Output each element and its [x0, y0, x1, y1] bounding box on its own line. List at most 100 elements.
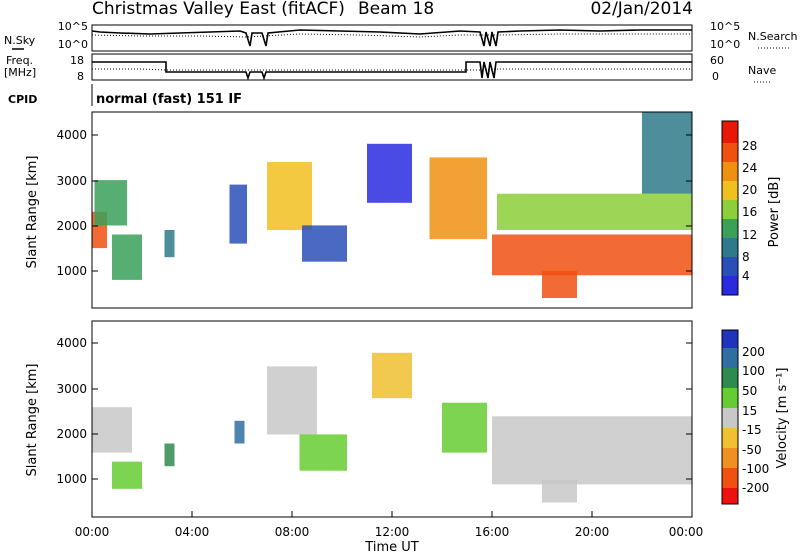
velocity-colorbar: 200 100 50 15 -15 -50 -100 -200 Velocity…	[721, 329, 790, 505]
velocity-echo-region-10	[542, 479, 577, 503]
power-cb-seg-9	[722, 121, 738, 143]
power-ytick-4000: 4000	[56, 128, 87, 142]
velocity-cb-tick-neg200: -200	[742, 481, 769, 495]
nave-tick-bottom: 0	[712, 70, 719, 83]
nsky-trace	[91, 29, 692, 47]
power-cb-tick-8: 8	[742, 250, 750, 264]
xlabel: Time UT	[364, 540, 418, 554]
power-cb-seg-1	[722, 276, 738, 295]
noise-tick-right-top: 10^5	[710, 20, 740, 33]
velocity-cb-seg-8	[722, 468, 738, 488]
velocity-echo-region-1	[92, 407, 132, 453]
power-ylabel: Slant Range [km]	[25, 156, 40, 269]
power-y-axis: 1000 2000 3000 4000 Slant Range [km]	[25, 128, 692, 278]
nave-tick-top: 60	[710, 54, 724, 67]
freq-label-line1: Freq.	[6, 54, 33, 67]
velocity-cb-seg-1	[722, 330, 738, 348]
noise-tick-left-bottom: 10^0	[58, 38, 88, 51]
velocity-echo-region-8	[442, 402, 487, 453]
freq-label-line2: [MHz]	[4, 66, 36, 79]
power-cb-seg-6	[722, 181, 738, 200]
power-echo-region-10	[492, 234, 692, 276]
xtick-1600: 16:00	[475, 525, 510, 539]
nsearch-trace	[91, 33, 692, 38]
velocity-cb-seg-6	[722, 428, 738, 448]
power-echo-region-4	[164, 230, 175, 258]
velocity-ytick-1000: 1000	[56, 472, 87, 486]
velocity-cb-seg-4	[722, 388, 738, 408]
velocity-cb-seg-3	[722, 368, 738, 388]
mode-label: normal (fast) 151 IF	[96, 92, 242, 107]
power-echo-region-12	[497, 193, 692, 230]
power-cb-label: Power [dB]	[767, 177, 782, 248]
power-cb-tick-16: 16	[742, 205, 757, 219]
power-cb-seg-8	[722, 143, 738, 162]
velocity-ytick-3000: 3000	[56, 382, 87, 396]
velocity-echo-region-7	[372, 352, 412, 399]
power-echo-region-9	[429, 157, 487, 240]
power-cb-seg-3	[722, 238, 738, 257]
freq-tick-top: 18	[70, 54, 84, 67]
beam-label: Beam 18	[358, 0, 434, 19]
velocity-ytick-4000: 4000	[56, 336, 87, 350]
velocity-echo-region-2	[112, 461, 142, 489]
xtick-2400: 00:00	[669, 525, 704, 539]
power-ytick-1000: 1000	[56, 264, 87, 278]
velocity-panel: 1000 2000 3000 4000 Slant Range [km] 00:…	[25, 320, 790, 555]
power-panel: 1000 2000 3000 4000 Slant Range [km] 4 8…	[25, 111, 782, 309]
velocity-y-axis: 1000 2000 3000 4000 Slant Range [km]	[25, 336, 692, 486]
freq-strip: Freq. [MHz] 18 8 60 0 Nave	[4, 53, 776, 83]
nsky-label: N.Sky	[4, 34, 36, 47]
velocity-cb-seg-7	[722, 448, 738, 468]
date-label: 02/Jan/2014	[590, 0, 693, 19]
velocity-cb-tick-100: 100	[742, 364, 765, 378]
power-echo-region-5	[229, 184, 247, 244]
velocity-x-axis: 00:00 04:00 08:00 12:00 16:00 20:00 00:0…	[75, 511, 704, 555]
velocity-cb-tick-neg50: -50	[742, 443, 762, 457]
velocity-echo-region-3	[164, 443, 175, 467]
noise-tick-left-top: 10^5	[58, 20, 88, 33]
power-echo-region-7	[302, 225, 347, 262]
power-echo-region-2	[94, 180, 127, 226]
power-echoes	[92, 112, 692, 298]
power-cb-seg-7	[722, 162, 738, 181]
power-cb-tick-4: 4	[742, 269, 750, 283]
velocity-cb-tick-neg100: -100	[742, 462, 769, 476]
velocity-echo-region-6	[299, 434, 347, 471]
velocity-cb-seg-5	[722, 408, 738, 428]
power-cb-seg-4	[722, 219, 738, 238]
nave-label: Nave	[748, 64, 776, 77]
velocity-echo-region-5	[267, 366, 317, 435]
velocity-ytick-2000: 2000	[56, 427, 87, 441]
xtick-0000: 00:00	[75, 525, 110, 539]
power-cb-tick-20: 20	[742, 183, 757, 197]
station-title: Christmas Valley East (fitACF)	[92, 0, 345, 19]
velocity-cb-tick-50: 50	[742, 384, 757, 398]
xtick-0800: 08:00	[275, 525, 310, 539]
power-cb-tick-28: 28	[742, 139, 757, 153]
power-ytick-3000: 3000	[56, 174, 87, 188]
power-echo-region-13	[642, 112, 692, 194]
velocity-cb-seg-2	[722, 348, 738, 368]
power-cb-seg-5	[722, 200, 738, 219]
velocity-cb-tick-15: 15	[742, 404, 757, 418]
cpid-label: CPID	[8, 93, 37, 106]
power-colorbar: 4 8 12 16 20 24 28 Power [dB]	[721, 120, 782, 296]
xtick-1200: 12:00	[375, 525, 410, 539]
noise-strip: N.Sky 10^5 10^0 10^5 10^0 N.Search	[4, 20, 798, 52]
freq-tick-bottom: 8	[77, 70, 84, 83]
power-echo-region-8	[367, 143, 412, 203]
power-echo-region-3	[112, 234, 142, 280]
nsearch-label: N.Search	[748, 30, 798, 43]
noise-tick-right-bottom: 10^0	[710, 38, 740, 51]
power-cb-tick-12: 12	[742, 228, 757, 242]
xtick-2000: 20:00	[575, 525, 610, 539]
power-cb-tick-24: 24	[742, 161, 757, 175]
velocity-echo-region-4	[234, 420, 245, 444]
velocity-cb-seg-9	[722, 488, 738, 504]
velocity-cb-tick-neg15: -15	[742, 423, 762, 437]
nave-trace	[92, 68, 692, 71]
xtick-0400: 04:00	[175, 525, 210, 539]
velocity-cb-label: Velocity [m s⁻¹]	[775, 368, 790, 469]
